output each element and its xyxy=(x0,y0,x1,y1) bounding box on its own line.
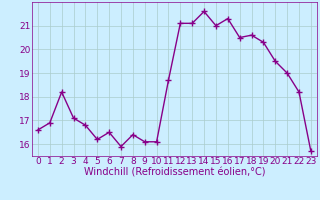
X-axis label: Windchill (Refroidissement éolien,°C): Windchill (Refroidissement éolien,°C) xyxy=(84,168,265,178)
